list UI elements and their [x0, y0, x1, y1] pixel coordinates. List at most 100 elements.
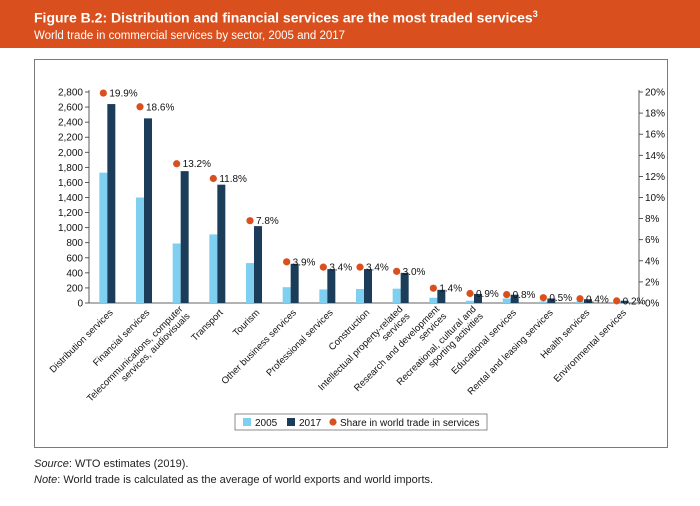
figure-title-text: Figure B.2: Distribution and financial s… — [34, 9, 533, 26]
right-axis-tick-label: 18% — [645, 109, 665, 120]
share-dot — [319, 263, 327, 271]
share-dot — [246, 217, 254, 225]
bar-2017 — [584, 299, 592, 303]
left-axis-tick-label: 1,000 — [58, 223, 83, 234]
bar-chart: 0 200 400 600 800 1,000 1,200 1,400 1,600 1,800 2,… — [48, 88, 665, 431]
category-label: Transport — [189, 307, 226, 344]
share-dot — [393, 267, 401, 275]
category-label: Professional services — [264, 307, 335, 378]
legend-label-2017: 2017 — [299, 418, 322, 429]
share-dot — [429, 284, 437, 292]
figure-title: Figure B.2: Distribution and financial s… — [34, 9, 538, 26]
left-axis-tick-label: 2,600 — [58, 103, 83, 114]
bar-2005 — [502, 298, 511, 303]
chart-frame: 0 200 400 600 800 1,000 1,200 1,400 1,600 1,800 2,… — [34, 59, 668, 448]
share-label: 19.9% — [109, 89, 137, 100]
share-label: 11.8% — [219, 174, 247, 185]
right-axis-tick-label: 8% — [645, 214, 660, 225]
figure-subtitle: World trade in commercial services by se… — [34, 30, 346, 42]
left-axis-tick-label: 1,200 — [58, 208, 83, 219]
left-axis-tick-label: 2,400 — [58, 118, 83, 129]
share-dot — [136, 103, 144, 111]
bar-2005 — [172, 243, 181, 303]
share-label: 0.8% — [513, 290, 536, 301]
share-label: 18.6% — [146, 102, 174, 113]
legend-swatch-2017 — [287, 418, 295, 426]
share-dot — [356, 263, 364, 271]
share-dot — [209, 174, 217, 183]
right-axis-tick-label: 10% — [645, 193, 665, 204]
source-line: Source: WTO estimates (2019). — [34, 458, 188, 470]
bar-2005 — [539, 301, 548, 303]
bar-2017 — [290, 263, 299, 303]
share-label: 13.2% — [183, 159, 211, 170]
left-axis-tick-label: 1,400 — [58, 193, 83, 204]
share-dot — [539, 294, 547, 302]
note-label: Note — [34, 474, 58, 486]
bar-2017 — [620, 300, 629, 303]
share-label: 0.9% — [476, 289, 499, 300]
bar-2017 — [254, 226, 262, 303]
bar-2017 — [327, 269, 336, 303]
bar-2005 — [429, 297, 438, 303]
bar-2017 — [144, 118, 152, 303]
bar-2017 — [437, 289, 446, 303]
category-label: Tourism — [231, 307, 262, 338]
note-text: : World trade is calculated as the avera… — [57, 474, 434, 486]
share-label: 3.9% — [293, 257, 316, 268]
legend-swatch-share — [329, 418, 337, 426]
footnote-marker: 3 — [532, 9, 538, 19]
share-dot — [613, 297, 621, 305]
source-label: Source — [34, 458, 69, 470]
source-text: : WTO estimates (2019). — [68, 458, 189, 470]
left-axis-tick-label: 800 — [66, 238, 83, 249]
bar-2005 — [319, 289, 328, 303]
share-dot — [173, 160, 181, 168]
share-label: 1.4% — [439, 284, 462, 295]
share-label: 0.5% — [549, 293, 572, 304]
bar-2005 — [356, 289, 364, 303]
left-axis-tick-label: 2,200 — [58, 133, 83, 144]
right-axis-tick-label: 16% — [645, 130, 665, 141]
left-axis-tick-label: 600 — [66, 253, 83, 264]
bar-2005 — [136, 197, 144, 303]
category-label: Environmental services — [552, 307, 629, 384]
bar-2017 — [217, 184, 226, 303]
left-axis-tick-label: 400 — [66, 268, 83, 279]
share-dot — [576, 295, 584, 303]
legend-label-share: Share in world trade in services — [340, 418, 480, 429]
category-label: Distribution services — [48, 307, 116, 375]
legend-swatch-2005 — [243, 418, 251, 426]
right-axis-tick-label: 4% — [645, 256, 660, 267]
bar-2005 — [392, 288, 401, 303]
legend-label-2005: 2005 — [255, 418, 278, 429]
left-axis-tick-label: 0 — [77, 299, 83, 310]
share-label: 3.0% — [403, 267, 426, 278]
bar-2017 — [474, 293, 482, 303]
bar-2005 — [99, 172, 108, 303]
bar-2017 — [107, 104, 116, 303]
share-dot — [466, 289, 474, 298]
legend-box — [234, 413, 488, 431]
bar-2005 — [246, 263, 254, 303]
bar-2017 — [510, 294, 519, 303]
figure-header: Figure B.2: Distribution and financial s… — [0, 0, 700, 48]
left-axis-tick-label: 2,000 — [58, 148, 83, 159]
bar-2017 — [180, 171, 189, 303]
right-axis-tick-label: 2% — [645, 277, 660, 288]
bar-2017 — [400, 272, 409, 303]
bar-2005 — [282, 287, 291, 303]
left-axis-tick-label: 1,600 — [58, 178, 83, 189]
bar-2005 — [466, 300, 474, 303]
right-axis-tick-label: 20% — [645, 88, 665, 99]
share-dot — [99, 89, 107, 97]
note-line: Note: World trade is calculated as the a… — [34, 474, 433, 486]
left-axis-tick-label: 1,800 — [58, 163, 83, 174]
share-dot — [503, 290, 511, 299]
share-dot — [283, 258, 291, 266]
share-label: 7.8% — [256, 216, 279, 227]
bar-2005 — [209, 234, 218, 303]
bar-2017 — [547, 298, 556, 303]
share-label: 3.4% — [329, 263, 352, 274]
share-label: 0.4% — [586, 294, 609, 305]
